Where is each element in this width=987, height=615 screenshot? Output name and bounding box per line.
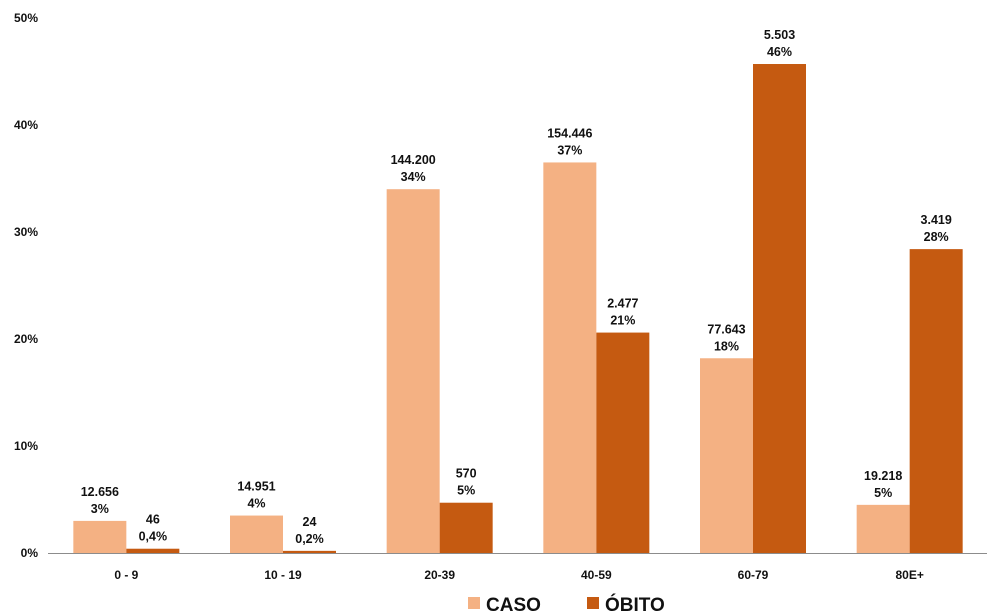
bar-caso: [230, 515, 283, 553]
data-label-percent: 28%: [924, 230, 949, 244]
y-tick-label: 30%: [14, 225, 38, 239]
bars: [73, 64, 963, 553]
x-tick-label: 10 - 19: [264, 568, 302, 582]
y-tick-label: 50%: [14, 11, 38, 25]
data-label-count: 12.656: [81, 485, 119, 499]
x-tick-label: 80E+: [895, 568, 923, 582]
data-label-percent: 37%: [557, 143, 582, 157]
data-label-count: 3.419: [921, 213, 952, 227]
data-label-count: 570: [456, 467, 477, 481]
data-label-count: 19.218: [864, 469, 902, 483]
data-label-percent: 5%: [874, 486, 892, 500]
data-label-percent: 5%: [457, 484, 475, 498]
x-tick-label: 20-39: [424, 568, 455, 582]
x-tick-label: 0 - 9: [114, 568, 138, 582]
data-label-percent: 0,2%: [295, 532, 324, 546]
legend-swatch-obito: [587, 597, 599, 609]
x-axis: 0 - 9 10 - 19 20-39 40-59 60-79 80E+: [48, 553, 987, 582]
data-label-percent: 21%: [610, 314, 635, 328]
y-tick-label: 10%: [14, 439, 38, 453]
bar-caso: [856, 504, 910, 553]
bar-obito: [283, 550, 336, 553]
bar-obito: [596, 332, 650, 553]
data-label-percent: 4%: [247, 497, 265, 511]
data-label-percent: 3%: [91, 502, 109, 516]
legend-label-caso: CASO: [486, 595, 541, 615]
data-label-count: 5.503: [764, 28, 795, 42]
data-label-count: 2.477: [607, 297, 638, 311]
x-tick-label: 60-79: [738, 568, 769, 582]
legend: CASO ÓBITO: [468, 594, 665, 615]
y-tick-label: 0%: [21, 546, 39, 560]
bar-caso: [73, 520, 127, 553]
data-label-count: 154.446: [547, 126, 592, 140]
data-label-count: 77.643: [707, 322, 745, 336]
y-axis: 0% 10% 20% 30% 40% 50%: [14, 11, 38, 560]
bar-obito: [753, 64, 806, 553]
bar-caso: [386, 189, 440, 553]
bar-obito: [909, 249, 963, 553]
bar-obito: [126, 548, 180, 553]
y-tick-label: 40%: [14, 118, 38, 132]
legend-label-obito: ÓBITO: [605, 594, 665, 615]
bar-caso: [700, 358, 753, 553]
data-label-percent: 34%: [401, 170, 426, 184]
data-label-percent: 18%: [714, 339, 739, 353]
data-label-percent: 46%: [767, 45, 792, 59]
bar-caso: [543, 162, 597, 553]
y-tick-label: 20%: [14, 332, 38, 346]
data-label-count: 46: [146, 513, 160, 527]
data-label-percent: 0,4%: [139, 530, 168, 544]
data-label-count: 144.200: [391, 153, 436, 167]
data-labels: 12.656 3% 46 0,4% 14.951 4% 24 0,2% 144.200 34% 57…: [81, 28, 952, 546]
x-tick-label: 40-59: [581, 568, 612, 582]
data-label-count: 24: [303, 515, 317, 529]
bar-obito: [439, 502, 493, 553]
data-label-count: 14.951: [237, 480, 275, 494]
legend-swatch-caso: [468, 597, 480, 609]
